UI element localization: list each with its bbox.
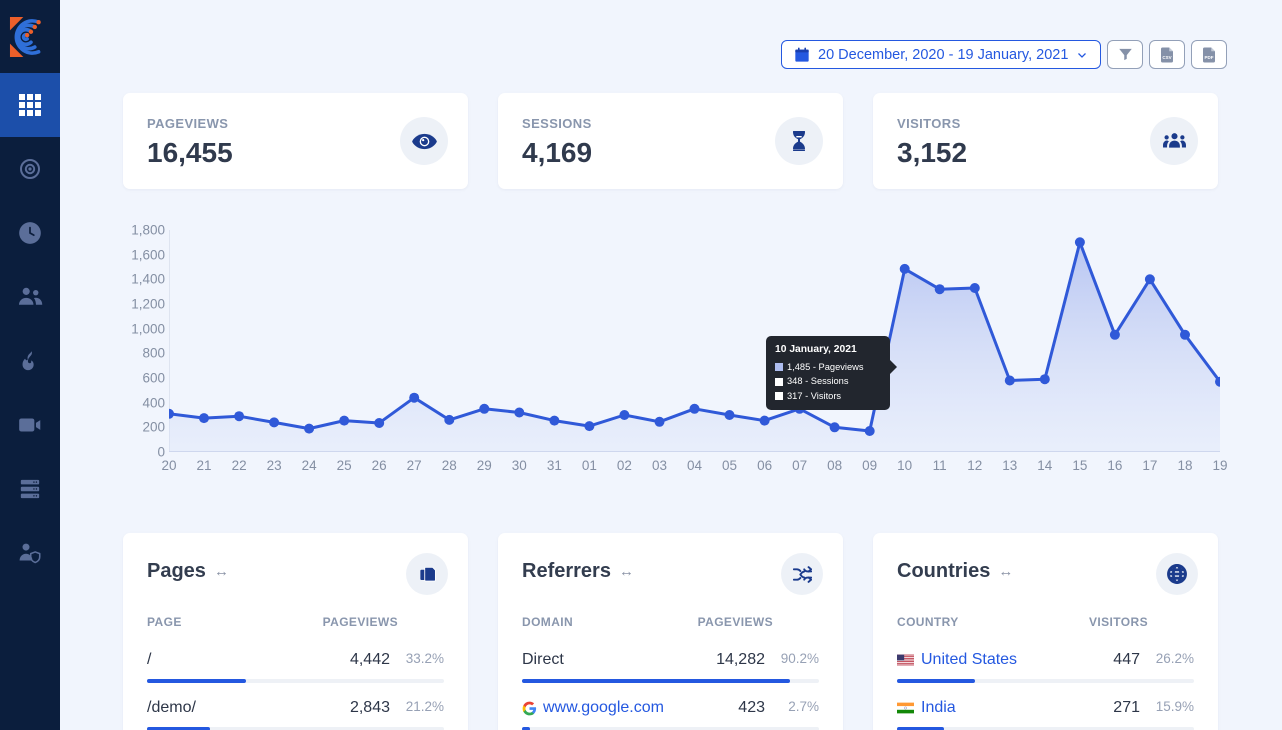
svg-text:CSV: CSV xyxy=(1162,54,1171,59)
svg-text:PDF: PDF xyxy=(1205,54,1214,59)
